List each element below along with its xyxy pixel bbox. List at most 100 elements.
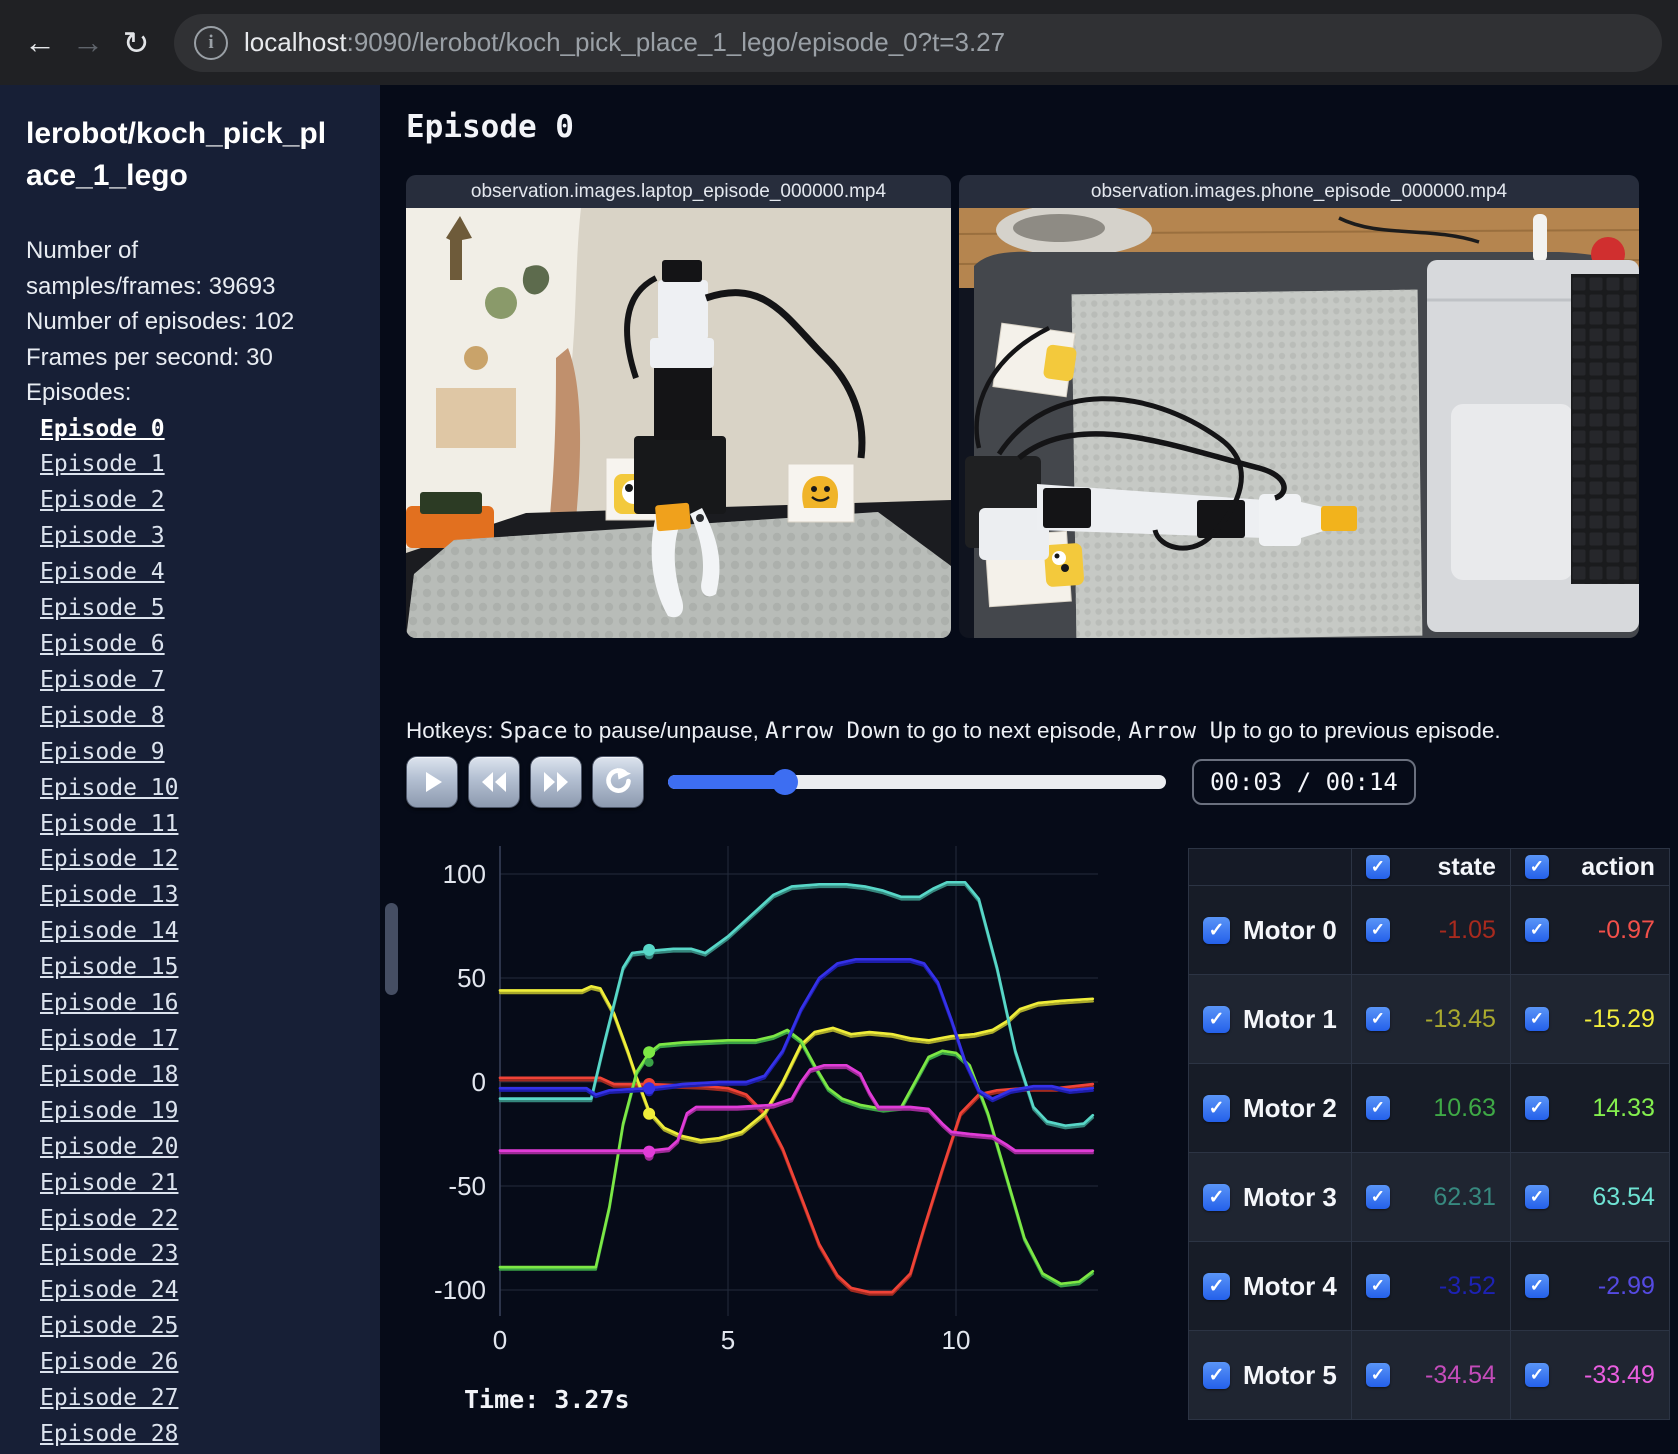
episode-link[interactable]: Episode 1 [40, 451, 165, 478]
episode-link[interactable]: Episode 10 [40, 774, 179, 801]
video-laptop-camera[interactable] [406, 208, 951, 638]
episode-list-item: Episode 23 [40, 1238, 380, 1274]
episode-link[interactable]: Episode 16 [40, 990, 179, 1017]
episode-link[interactable]: Episode 0 [40, 415, 165, 442]
episode-link[interactable]: Episode 22 [40, 1205, 179, 1232]
episode-link[interactable]: Episode 28 [40, 1420, 179, 1447]
person-arm [546, 348, 581, 548]
motor-4-checkbox[interactable] [1203, 1272, 1230, 1300]
motor-5-action-value: -33.49 [1584, 1360, 1655, 1389]
motor-3-state-checkbox[interactable] [1365, 1185, 1390, 1209]
episode-list-item: Episode 25 [40, 1310, 380, 1346]
episode-link[interactable]: Episode 25 [40, 1313, 179, 1340]
motor-0-action-checkbox[interactable] [1524, 918, 1549, 942]
motor-0-action-value: -0.97 [1597, 915, 1655, 944]
motor-2-label: Motor 2 [1243, 1092, 1337, 1123]
episode-list-item: Episode 2 [40, 484, 380, 520]
loop-icon [606, 768, 631, 793]
episode-link[interactable]: Episode 26 [40, 1349, 179, 1376]
rewind-button[interactable] [468, 756, 520, 808]
episode-link[interactable]: Episode 6 [40, 631, 165, 658]
episode-link[interactable]: Episode 17 [40, 1025, 179, 1052]
motor-1-action-checkbox[interactable] [1524, 1007, 1549, 1031]
video-phone-camera[interactable] [959, 208, 1639, 638]
chart-time-label: Time: 3.27s [464, 1385, 630, 1414]
motor-0-checkbox[interactable] [1203, 916, 1230, 944]
episode-link[interactable]: Episode 19 [40, 1097, 179, 1124]
motor-0-state-value: -1.05 [1438, 915, 1496, 944]
video-panel-laptop[interactable]: observation.images.laptop_episode_000000… [406, 175, 951, 638]
episode-link[interactable]: Episode 8 [40, 702, 165, 729]
smiley-box-top [992, 322, 1077, 398]
episode-link[interactable]: Episode 11 [40, 810, 179, 837]
fast-forward-button[interactable] [530, 756, 582, 808]
episode-list-item: Episode 17 [40, 1023, 380, 1059]
motor-2-state-checkbox[interactable] [1365, 1096, 1390, 1120]
episode-link[interactable]: Episode 4 [40, 559, 165, 586]
action-column-checkbox[interactable] [1524, 855, 1549, 879]
episode-link[interactable]: Episode 18 [40, 1061, 179, 1088]
stat-episodes: Number of episodes: 102 [26, 308, 295, 336]
episode-link[interactable]: Episode 23 [40, 1241, 179, 1268]
motor-2-checkbox[interactable] [1203, 1094, 1230, 1122]
video-panel-phone[interactable]: observation.images.phone_episode_000000.… [959, 175, 1639, 638]
url-text[interactable]: localhost:9090/lerobot/koch_pick_place_1… [244, 27, 1005, 58]
action-header: action [1581, 852, 1655, 881]
motor-1-action-value: -15.29 [1584, 1004, 1655, 1033]
episode-link[interactable]: Episode 27 [40, 1385, 179, 1412]
loop-button[interactable] [592, 756, 644, 808]
motor-4-action-value: -2.99 [1597, 1271, 1655, 1300]
back-icon[interactable]: ← [24, 24, 56, 60]
stat-fps: Frames per second: 30 [26, 343, 273, 371]
episode-link[interactable]: Episode 2 [40, 487, 165, 514]
episode-list-item: Episode 15 [40, 951, 380, 987]
motor-3-checkbox[interactable] [1203, 1183, 1230, 1211]
motor-3-state-value: 62.31 [1433, 1182, 1496, 1211]
episode-link[interactable]: Episode 14 [40, 918, 179, 945]
episode-link[interactable]: Episode 12 [40, 846, 179, 873]
progress-slider[interactable] [668, 769, 1166, 795]
page-title: Episode 0 [406, 109, 574, 145]
video-label-laptop: observation.images.laptop_episode_000000… [406, 175, 951, 208]
reload-icon[interactable]: ↻ [122, 24, 150, 61]
episode-link[interactable]: Episode 15 [40, 954, 179, 981]
motor-5-checkbox[interactable] [1203, 1361, 1230, 1389]
episode-link[interactable]: Episode 9 [40, 738, 165, 765]
episode-link[interactable]: Episode 20 [40, 1133, 179, 1160]
chart-block: -100 -50 0 50 100 0 5 10 Time: 3.27s [406, 841, 1098, 1420]
episode-link[interactable]: Episode 7 [40, 666, 165, 693]
episode-link[interactable]: Episode 5 [40, 595, 165, 622]
motor-0-state-checkbox[interactable] [1365, 918, 1390, 942]
episode-link[interactable]: Episode 13 [40, 882, 179, 909]
state-column-checkbox[interactable] [1365, 855, 1390, 879]
motor-chart[interactable]: -100 -50 0 50 100 0 5 10 [406, 841, 1098, 1356]
address-bar[interactable]: i localhost:9090/lerobot/koch_pick_place… [174, 13, 1662, 72]
motor-1-state-checkbox[interactable] [1365, 1007, 1390, 1031]
motor-row-2: Motor 2 10.63 14.33 [1188, 1063, 1670, 1153]
site-info-icon[interactable]: i [194, 25, 228, 60]
motor-2-action-checkbox[interactable] [1524, 1096, 1549, 1120]
forward-icon[interactable]: → [72, 24, 104, 60]
progress-thumb[interactable] [771, 769, 798, 795]
space-key-label: Space [499, 718, 568, 744]
episode-link[interactable]: Episode 21 [40, 1169, 179, 1196]
motor-4-state-checkbox[interactable] [1365, 1274, 1390, 1298]
robot-arm [624, 260, 866, 618]
episode-link[interactable]: Episode 24 [40, 1277, 179, 1304]
laptop [1427, 260, 1639, 632]
motor-3-action-checkbox[interactable] [1524, 1185, 1549, 1209]
robot-arm-top [965, 325, 1357, 560]
episode-list-item: Episode 16 [40, 987, 380, 1023]
motor-4-action-checkbox[interactable] [1524, 1274, 1549, 1298]
episode-list-item: Episode 27 [40, 1382, 380, 1418]
episode-link[interactable]: Episode 3 [40, 523, 165, 550]
scrollbar-thumb[interactable] [385, 903, 398, 995]
episode-list-item: Episode 26 [40, 1346, 380, 1382]
stat-samples: Number of samples/frames: 39693 [26, 237, 276, 300]
motor-5-label: Motor 5 [1243, 1359, 1337, 1390]
motor-5-state-checkbox[interactable] [1365, 1363, 1390, 1387]
episode-list-item: Episode 1 [40, 448, 380, 484]
play-button[interactable] [406, 756, 458, 808]
motor-1-checkbox[interactable] [1203, 1005, 1230, 1033]
motor-5-action-checkbox[interactable] [1524, 1363, 1549, 1387]
